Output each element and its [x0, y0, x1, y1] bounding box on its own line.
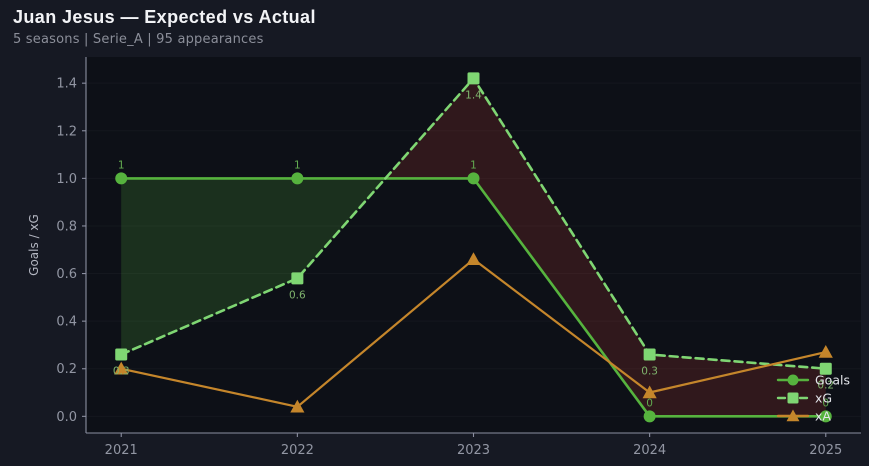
- fill-xg-over-goals: [385, 78, 826, 417]
- xg-value-label: 0.3: [641, 365, 658, 377]
- xg-value-label: 0.3: [113, 365, 130, 377]
- y-tick-label: 0.0: [56, 410, 77, 425]
- xg-marker-2023: [467, 72, 480, 85]
- legend-marker-goals: [787, 374, 799, 386]
- legend-label-xg: xG: [815, 391, 832, 406]
- goals-value-label: 1: [118, 159, 125, 171]
- xa-marker-2021: [114, 361, 129, 375]
- chart-header: Juan Jesus — Expected vs Actual 5 season…: [13, 7, 316, 47]
- y-tick-label: 0.4: [56, 315, 77, 330]
- x-tick-label: 2025: [809, 443, 842, 458]
- xg-marker-2022: [291, 272, 304, 285]
- goals-marker-2025: [819, 410, 832, 423]
- xa-marker-2024: [642, 385, 657, 399]
- goals-value-label: 0: [646, 397, 653, 409]
- legend-label-xa: xA: [815, 409, 831, 424]
- x-tick-label: 2023: [457, 443, 490, 458]
- y-tick-label: 0.6: [56, 267, 77, 282]
- chart-title: Juan Jesus — Expected vs Actual: [13, 7, 316, 27]
- fill-goals-over-xg: [121, 178, 386, 355]
- y-tick-label: 1.0: [56, 172, 77, 187]
- x-tick-label: 2024: [633, 443, 666, 458]
- goals-marker-2023: [467, 172, 480, 185]
- y-tick-label: 1.4: [56, 77, 77, 92]
- xg-value-label: 0.6: [289, 289, 306, 301]
- xg-value-label: 1.4: [465, 89, 482, 101]
- y-tick-label: 0.2: [56, 362, 77, 377]
- legend-marker-xa: [786, 409, 800, 422]
- xg-marker-2025: [819, 362, 832, 375]
- goals-value-label: 1: [294, 159, 301, 171]
- x-tick-label: 2021: [105, 443, 138, 458]
- xg-marker-2021: [115, 348, 128, 361]
- y-tick-label: 1.2: [56, 124, 77, 139]
- xa-marker-2022: [290, 399, 305, 413]
- y-axis-title: Goals / xG: [27, 214, 41, 276]
- xa-marker-2025: [818, 345, 833, 358]
- legend-label-goals: Goals: [815, 373, 850, 388]
- xg-value-label: 0.2: [817, 380, 834, 392]
- chart-subtitle: 5 seasons | Serie_A | 95 appearances: [13, 32, 264, 47]
- xg-marker-2024: [643, 348, 656, 361]
- goals-value-label: 0: [822, 397, 829, 409]
- legend-marker-xg: [787, 392, 799, 404]
- y-tick-label: 0.8: [56, 219, 77, 234]
- goals-marker-2021: [115, 172, 128, 185]
- goals-value-label: 1: [470, 159, 477, 171]
- plot-area: [86, 57, 861, 433]
- goals-marker-2022: [291, 172, 304, 185]
- xa-marker-2023: [466, 252, 481, 265]
- x-tick-label: 2022: [281, 443, 314, 458]
- goals-marker-2024: [643, 410, 656, 423]
